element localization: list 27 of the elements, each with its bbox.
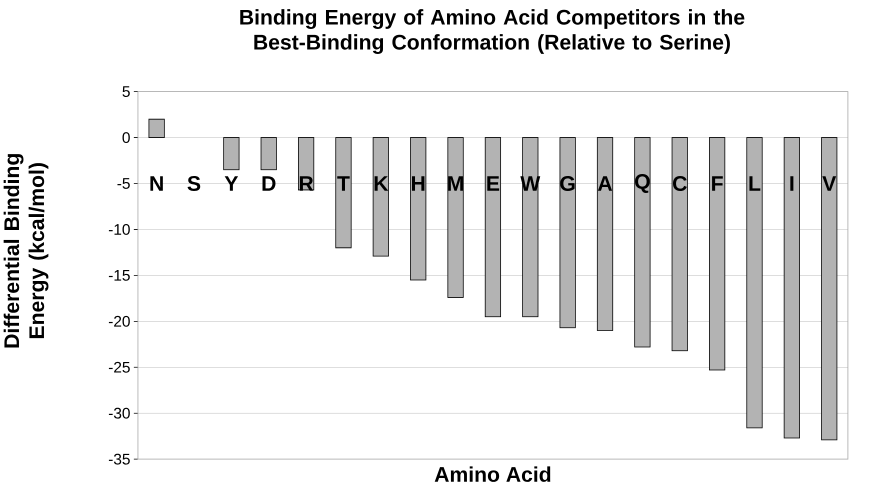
y-tick-label: -10 bbox=[108, 224, 130, 236]
x-tick-label: D bbox=[262, 176, 276, 191]
x-tick-label: F bbox=[712, 176, 723, 191]
y-tick-label: -20 bbox=[108, 316, 130, 327]
x-tick-label: L bbox=[749, 176, 760, 191]
x-tick-label: Y bbox=[224, 176, 238, 191]
chart-title: Binding Energy of Amino Acid Competitors in the Best-Binding Conformation (Relative to Serine) bbox=[240, 9, 744, 54]
x-tick-label: A bbox=[598, 176, 612, 191]
y-tick-label: -30 bbox=[108, 408, 130, 419]
x-tick-label: N bbox=[150, 176, 163, 191]
y-tick-label: 5 bbox=[122, 86, 130, 98]
x-tick-label: I bbox=[790, 176, 794, 191]
x-tick-label: M bbox=[448, 176, 463, 191]
x-tick-label: R bbox=[300, 176, 314, 191]
y-axis-title: Differential Binding Energy (kcal/mol) bbox=[4, 154, 48, 348]
x-tick-label: H bbox=[412, 176, 424, 191]
x-tick-label: S bbox=[188, 176, 200, 192]
x-tick-label: T bbox=[337, 176, 350, 191]
y-tick-label: 0 bbox=[122, 132, 130, 144]
x-tick-label: V bbox=[822, 176, 836, 191]
y-tick-label: -5 bbox=[117, 178, 130, 190]
y-tick-label: -15 bbox=[108, 270, 130, 281]
y-tick-label: -35 bbox=[108, 454, 130, 465]
x-tick-label: C bbox=[672, 176, 687, 192]
x-axis-title: Amino Acid bbox=[434, 466, 550, 482]
x-tick-label: E bbox=[487, 176, 500, 191]
y-tick-label: -25 bbox=[108, 362, 130, 373]
